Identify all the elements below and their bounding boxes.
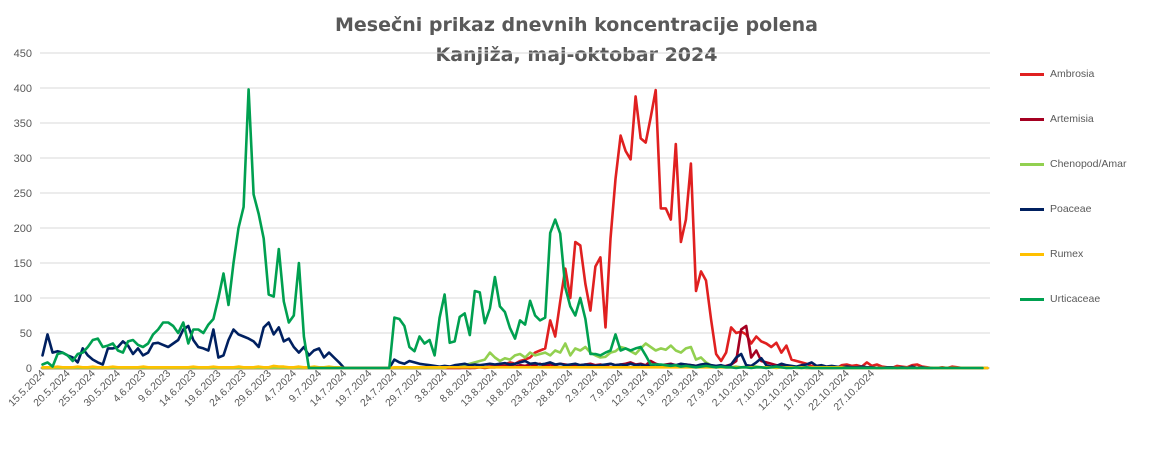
legend-item: Chenopod/Amar xyxy=(1020,156,1126,172)
legend-swatch xyxy=(1020,162,1044,166)
y-tick-label-350: 350 xyxy=(14,118,32,130)
legend-swatch xyxy=(1020,297,1044,301)
legend-swatch xyxy=(1020,117,1044,121)
y-tick-label-250: 250 xyxy=(14,188,32,200)
legend-label: Chenopod/Amar xyxy=(1050,158,1127,170)
y-tick-label-450: 450 xyxy=(14,48,32,60)
chart-title: Mesečni prikaz dnevnih koncentracije pol… xyxy=(335,14,818,36)
y-tick-label-300: 300 xyxy=(14,153,32,165)
legend-item: Poaceae xyxy=(1020,201,1091,217)
y-tick-label-100: 100 xyxy=(14,293,32,305)
y-tick-label-150: 150 xyxy=(14,258,32,270)
chart-subtitle: Kanjiža, maj-oktobar 2024 xyxy=(435,44,718,66)
legend-swatch xyxy=(1020,72,1044,76)
legend-item: Artemisia xyxy=(1020,111,1094,127)
legend-swatch xyxy=(1020,207,1044,211)
legend-label: Ambrosia xyxy=(1050,68,1095,80)
legend-label: Rumex xyxy=(1050,248,1084,260)
legend-swatch xyxy=(1020,252,1044,256)
legend-item: Urticaceae xyxy=(1020,291,1100,307)
legend-item: Ambrosia xyxy=(1020,66,1094,82)
legend-item: Rumex xyxy=(1020,246,1083,262)
series-line-artemisia xyxy=(41,324,989,370)
legend-label: Urticaceae xyxy=(1050,293,1101,305)
legend-label: Poaceae xyxy=(1050,203,1092,215)
y-tick-label-50: 50 xyxy=(20,328,32,340)
y-tick-label-400: 400 xyxy=(14,83,32,95)
series-line-urticaceae xyxy=(41,88,984,370)
y-tick-label-0: 0 xyxy=(26,363,32,375)
y-tick-label-200: 200 xyxy=(14,223,32,235)
legend-label: Artemisia xyxy=(1050,113,1094,125)
